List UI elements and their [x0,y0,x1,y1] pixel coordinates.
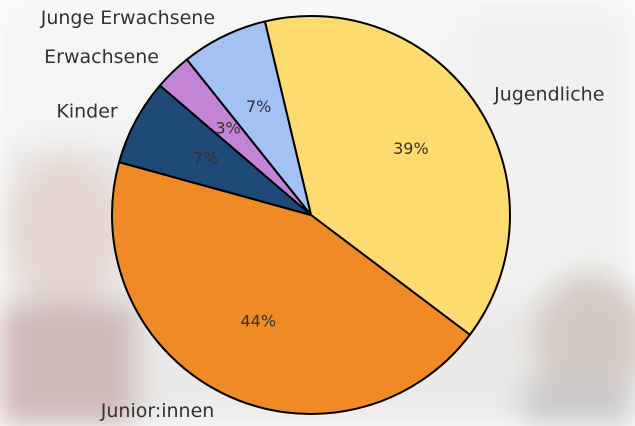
percent-label: 39% [393,139,429,158]
slice-label: Junge Erwachsene [40,7,215,29]
percent-label: 7% [193,148,218,167]
slice-label: Junior:innen [100,400,215,422]
percent-label: 44% [241,312,277,331]
percent-label: 3% [215,119,240,138]
page: {"chart_data": {"type": "pie", "categori… [0,0,635,426]
slice-label: Erwachsene [44,46,159,68]
chart: Jugendliche 39% Junior:innen 44% Kinder 7% Erw… [0,0,635,426]
pie [112,16,510,414]
slice-label: Jugendliche [493,84,604,106]
slice-label: Kinder [56,101,118,123]
percent-label: 7% [246,97,271,116]
